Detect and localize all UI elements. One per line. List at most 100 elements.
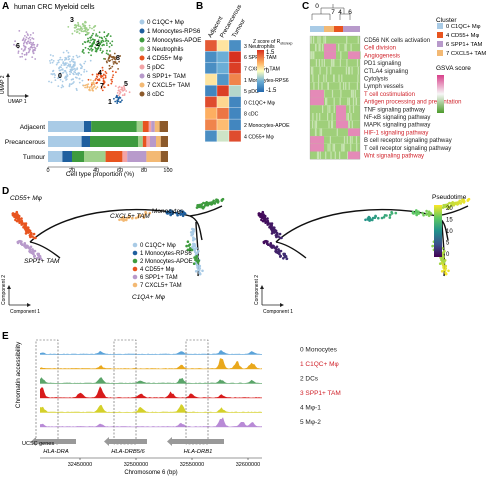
umap-point — [83, 27, 86, 30]
umap-point — [96, 35, 99, 37]
umap-point — [65, 49, 68, 52]
umap-point — [119, 55, 122, 57]
heatmap-b-row-label: 3 Neutrophils — [244, 44, 275, 50]
label-c1qa-mphi: C1QA+ Mφ — [132, 294, 166, 301]
gsva-stripe — [327, 113, 329, 121]
bar-segment — [81, 136, 90, 147]
umap-point — [81, 51, 84, 53]
umap-point — [116, 62, 118, 65]
umap-point — [60, 64, 63, 66]
trajectory-cell — [171, 210, 174, 213]
umap-point — [54, 79, 57, 81]
umap-point — [113, 61, 116, 63]
umap-point — [58, 67, 60, 70]
umap-point — [24, 35, 26, 37]
bar-segment — [84, 121, 92, 132]
umap-point — [108, 46, 111, 48]
gsva-stripe — [343, 136, 346, 144]
gsva-stripe — [331, 89, 334, 98]
panel-e-letter: E — [2, 331, 9, 342]
umap-point — [73, 71, 76, 73]
gsva-stripe — [313, 51, 315, 60]
gsva-stripe — [341, 143, 343, 152]
bar-segment — [127, 151, 147, 162]
gsva-stripe — [347, 66, 350, 75]
umap-legend-label: 2 Monocytes-APOE — [147, 37, 201, 44]
gsva-row-base — [310, 97, 360, 106]
umap-point — [117, 94, 120, 97]
umap-point — [78, 81, 81, 84]
umap-point — [50, 58, 53, 61]
umap-point — [26, 42, 28, 45]
trajectory-pseudotime-cell — [450, 202, 453, 205]
umap-point — [91, 50, 93, 52]
atac-x-ticks: 32450000 32500000 32550000 32600000 — [68, 458, 260, 468]
gsva-hot-block — [336, 113, 346, 121]
umap-point — [73, 81, 75, 83]
traj-left-y-label: Component 2 — [1, 275, 7, 305]
gsva-cluster-annotation — [324, 26, 334, 32]
umap-point — [75, 54, 78, 57]
umap-point — [77, 21, 79, 24]
trajectory-pseudotime-cell — [422, 213, 425, 217]
umap-point — [70, 83, 73, 85]
umap-point — [123, 93, 126, 95]
umap-point — [104, 74, 107, 77]
trajectory-cell — [197, 268, 200, 272]
umap-point — [109, 35, 112, 37]
trajectory-pseudotime-cell — [390, 210, 393, 214]
atac-highlight-boxes — [35, 339, 209, 445]
gsva-stripe — [316, 151, 319, 160]
umap-point — [84, 34, 87, 36]
umap-point — [65, 78, 68, 81]
umap-point — [53, 76, 56, 79]
trajectory-cell — [189, 248, 193, 252]
trajectory-cell — [194, 270, 198, 273]
umap-point — [28, 42, 31, 45]
trajectory-cell — [192, 262, 196, 266]
umap-point — [87, 78, 90, 81]
atac-track-label: 0 Monocytes — [300, 347, 338, 354]
umap-point — [100, 75, 103, 78]
umap-point — [69, 73, 71, 76]
gsva-stripe — [310, 66, 313, 75]
label-cxcl5-tam: CXCL5+ TAM — [110, 213, 150, 220]
umap-point — [84, 20, 86, 23]
umap-point — [107, 59, 110, 61]
umap-point — [97, 79, 100, 82]
heatmap-b-colorbar-tick: -1.5 — [266, 88, 277, 94]
umap-legend-label: 5 pDC — [147, 64, 165, 71]
gsva-stripe — [339, 59, 341, 67]
trajectory-pseudotime-cell — [415, 209, 418, 212]
trajectory-pseudotime-cell — [466, 199, 470, 202]
atac-track-signal — [40, 377, 262, 384]
umap-point — [33, 46, 36, 49]
trajectory-pseudotime-cell — [415, 213, 419, 217]
heatmap-b-row-label: 8 cDC — [244, 112, 259, 118]
trajectory-pseudotime-cell — [371, 216, 375, 220]
cluster-legend-swatch — [437, 32, 443, 38]
umap-point — [108, 55, 111, 58]
gsva-colorbar — [437, 75, 444, 113]
trajectory-cell — [123, 218, 126, 221]
trajectory-pseudotime-cell — [257, 212, 261, 215]
umap-point — [93, 29, 95, 32]
umap-point — [87, 37, 89, 40]
bar-segment — [91, 121, 137, 132]
gsva-row-base — [310, 59, 360, 67]
umap-point — [100, 41, 103, 44]
gsva-stripe — [350, 113, 352, 121]
trajectory-pseudotime-cell — [417, 210, 420, 213]
trajectory-pseudotime-cell — [266, 223, 270, 226]
umap-point — [115, 71, 117, 74]
gsva-stripe — [333, 59, 335, 67]
umap-point — [89, 89, 91, 92]
umap-point — [112, 63, 115, 65]
panel-a-letter: A — [2, 1, 9, 12]
umap-point — [108, 64, 111, 67]
umap-point — [27, 40, 30, 43]
umap-point — [28, 36, 31, 39]
gsva-stripe — [329, 136, 331, 144]
umap-point — [57, 61, 60, 64]
trajectory-pseudotime-cell — [278, 232, 282, 236]
